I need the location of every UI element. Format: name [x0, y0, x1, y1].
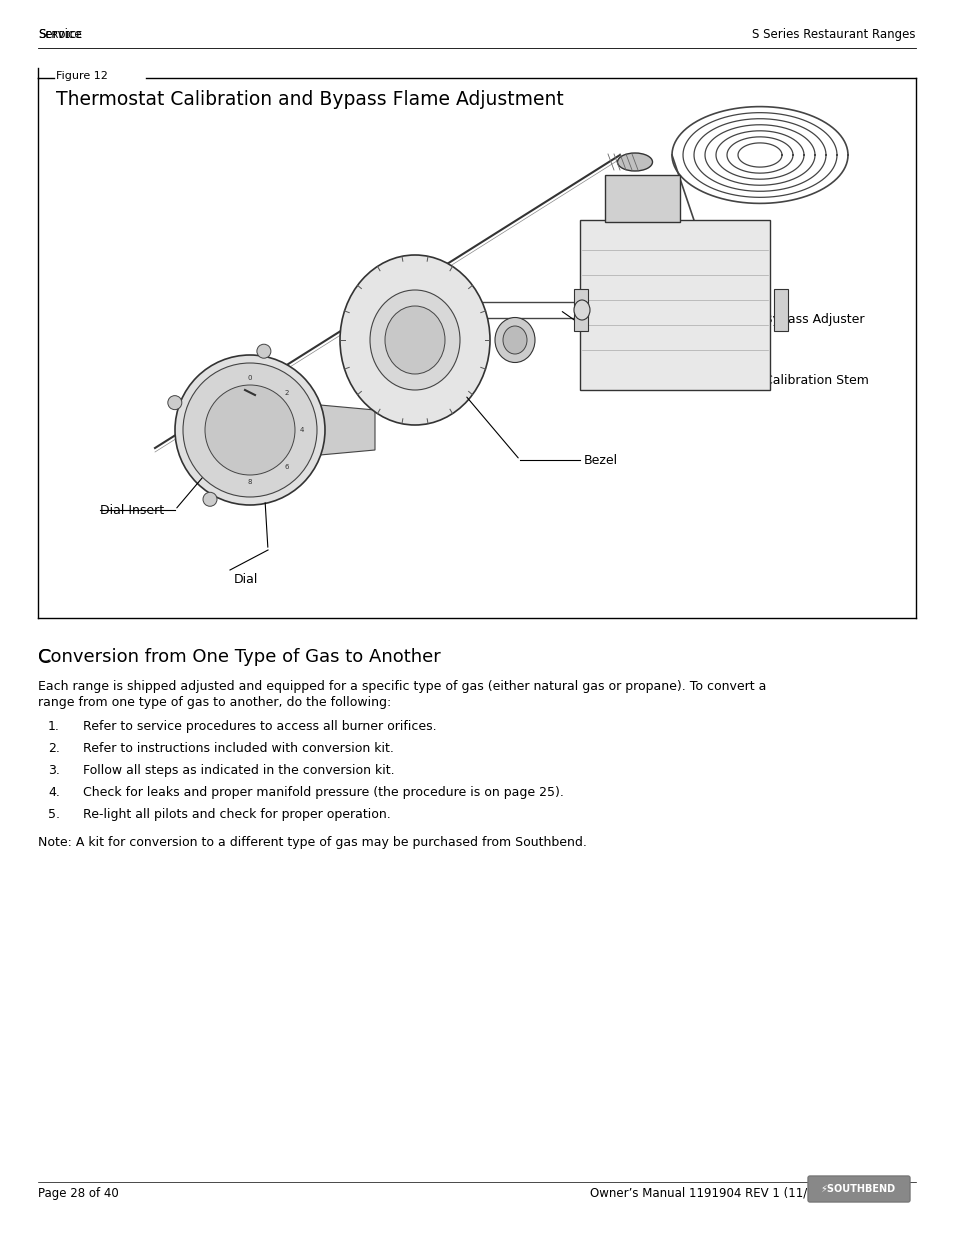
Ellipse shape	[385, 306, 444, 374]
Text: S Series Restaurant Ranges: S Series Restaurant Ranges	[752, 28, 915, 41]
Text: Refer to instructions included with conversion kit.: Refer to instructions included with conv…	[83, 742, 394, 755]
Text: 2: 2	[284, 390, 289, 396]
Text: Bypass Adjuster: Bypass Adjuster	[763, 314, 863, 326]
Circle shape	[168, 395, 182, 410]
Ellipse shape	[617, 153, 652, 170]
Text: Follow all steps as indicated in the conversion kit.: Follow all steps as indicated in the con…	[83, 764, 395, 777]
Circle shape	[205, 385, 294, 475]
Text: Note: A kit for conversion to a different type of gas may be purchased from Sout: Note: A kit for conversion to a differen…	[38, 836, 586, 848]
Text: C: C	[38, 648, 51, 667]
Polygon shape	[579, 220, 769, 390]
Text: 0: 0	[248, 375, 252, 382]
Text: Check for leaks and proper manifold pressure (the procedure is on page 25).: Check for leaks and proper manifold pres…	[83, 785, 563, 799]
Text: Sᴇʀᴅɪᴄᴇ: Sᴇʀᴅɪᴄᴇ	[38, 28, 82, 41]
Text: Thermostat Calibration and Bypass Flame Adjustment: Thermostat Calibration and Bypass Flame …	[56, 90, 563, 109]
Ellipse shape	[339, 254, 490, 425]
Text: 6: 6	[284, 464, 289, 469]
Text: Page 28 of 40: Page 28 of 40	[38, 1187, 118, 1200]
Circle shape	[174, 354, 325, 505]
FancyBboxPatch shape	[807, 1176, 909, 1202]
Text: ⚡SOUTHBEND: ⚡SOUTHBEND	[820, 1184, 894, 1194]
Ellipse shape	[370, 290, 459, 390]
FancyBboxPatch shape	[773, 289, 787, 331]
Text: 5.: 5.	[48, 808, 60, 821]
Circle shape	[203, 493, 216, 506]
Polygon shape	[604, 175, 679, 222]
Circle shape	[256, 345, 271, 358]
Text: Dial Insert: Dial Insert	[100, 504, 164, 516]
Text: Each range is shipped adjusted and equipped for a specific type of gas (either n: Each range is shipped adjusted and equip…	[38, 680, 765, 693]
Text: Bezel: Bezel	[583, 453, 618, 467]
Text: 4: 4	[299, 427, 304, 433]
Text: Refer to service procedures to access all burner orifices.: Refer to service procedures to access al…	[83, 720, 436, 734]
Text: Calibration Stem: Calibration Stem	[763, 373, 868, 387]
Text: Re-light all pilots and check for proper operation.: Re-light all pilots and check for proper…	[83, 808, 391, 821]
Text: 8: 8	[248, 479, 252, 485]
Text: 4.: 4.	[48, 785, 60, 799]
Text: Figure 12: Figure 12	[56, 70, 108, 82]
Text: 1.: 1.	[48, 720, 60, 734]
Text: 3.: 3.	[48, 764, 60, 777]
Ellipse shape	[574, 300, 589, 320]
Text: range from one type of gas to another, do the following:: range from one type of gas to another, d…	[38, 697, 391, 709]
Text: 2.: 2.	[48, 742, 60, 755]
Ellipse shape	[502, 326, 526, 354]
Circle shape	[183, 363, 316, 496]
Polygon shape	[319, 405, 375, 454]
Text: Service: Service	[38, 28, 82, 41]
Text: Conversion from One Type of Gas to Another: Conversion from One Type of Gas to Anoth…	[38, 648, 440, 666]
Text: Dial: Dial	[233, 573, 258, 585]
FancyBboxPatch shape	[574, 289, 587, 331]
Ellipse shape	[495, 317, 535, 363]
Text: Owner’s Manual 1191904 REV 1 (11/10): Owner’s Manual 1191904 REV 1 (11/10)	[589, 1187, 826, 1200]
